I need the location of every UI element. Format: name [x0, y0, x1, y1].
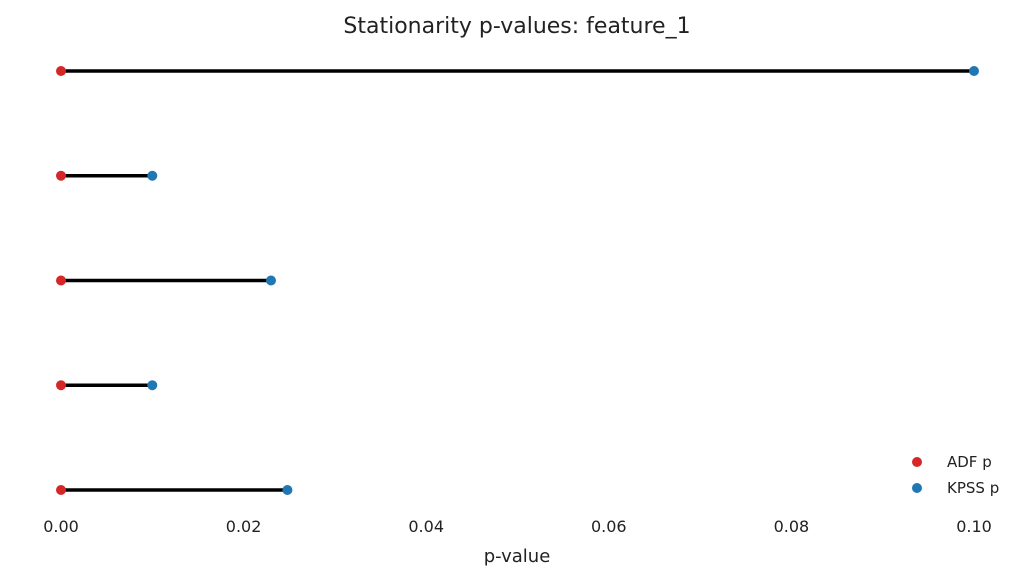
adf-point	[56, 66, 66, 76]
kpss-point	[147, 380, 158, 391]
x-tick-label: 0.06	[591, 517, 627, 536]
chart-title: Stationarity p-values: feature_1	[343, 14, 690, 39]
x-tick-label: 0.02	[226, 517, 262, 536]
adf-point	[56, 485, 66, 495]
kpss-point	[282, 485, 293, 495]
legend-label-kpss: KPSS p	[947, 479, 999, 497]
legend-item-adf: ADF p	[912, 453, 992, 471]
plot-area	[56, 66, 979, 495]
adf-point	[56, 275, 66, 286]
x-tick-label: 0.10	[956, 517, 992, 536]
legend-marker-kpss	[912, 483, 922, 493]
legend-marker-adf	[912, 457, 922, 467]
x-tick-label: 0.08	[774, 517, 810, 536]
legend-item-kpss: KPSS p	[912, 479, 999, 497]
adf-point	[56, 170, 66, 181]
legend-label-adf: ADF p	[947, 453, 992, 471]
adf-point	[56, 380, 66, 391]
x-axis-ticks: 0.00 0.02 0.04 0.06 0.08 0.10	[43, 517, 992, 536]
kpss-point	[265, 275, 276, 286]
x-tick-label: 0.04	[408, 517, 444, 536]
legend: ADF p KPSS p	[912, 453, 999, 497]
kpss-point	[969, 66, 979, 76]
kpss-point	[147, 170, 158, 181]
x-tick-label: 0.00	[43, 517, 79, 536]
x-axis-label: p-value	[484, 546, 551, 567]
